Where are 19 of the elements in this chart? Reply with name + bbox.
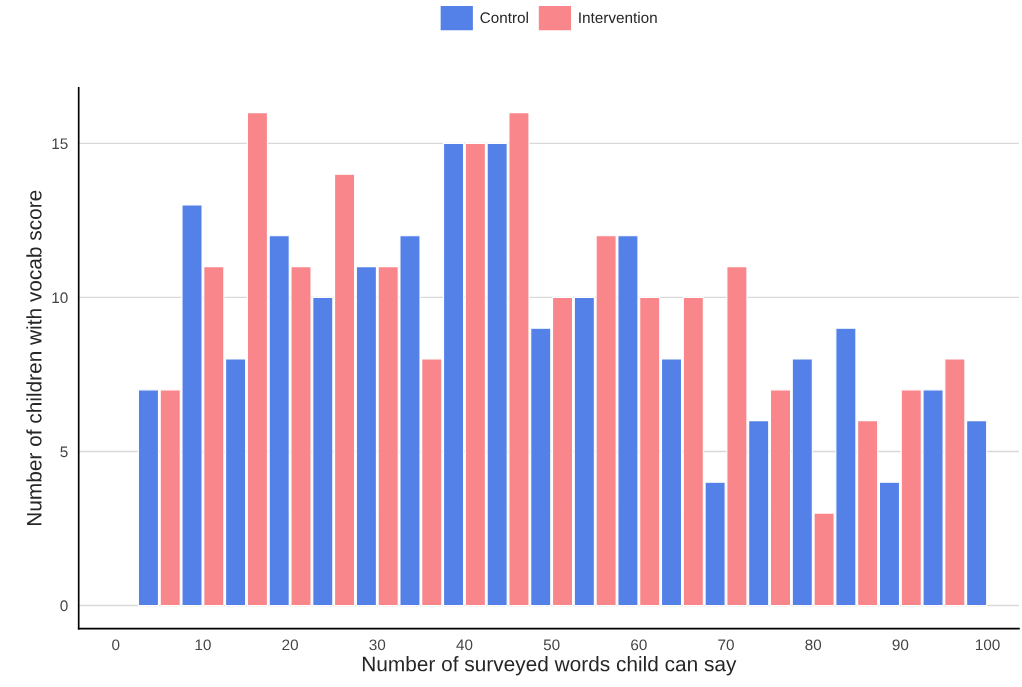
legend-label: Control (480, 11, 528, 24)
x-tick-label: 70 (718, 639, 734, 651)
x-axis-title: Number of surveyed words child can say (362, 656, 737, 676)
x-tick-label: 10 (195, 639, 211, 651)
x-tick-label: 90 (892, 639, 909, 651)
y-axis-title: Number of children with vocab score (26, 190, 42, 526)
x-tick-label: 20 (282, 639, 299, 651)
y-tick-label: 10 (52, 292, 68, 304)
x-tick-label: 50 (543, 639, 560, 651)
x-tick-label: 0 (112, 639, 120, 651)
x-tick-label: 100 (975, 639, 1000, 651)
y-tick-label: 15 (52, 138, 68, 150)
legend-label: Intervention (579, 11, 657, 24)
y-tick-label: 0 (60, 600, 68, 612)
x-tick-label: 40 (456, 639, 473, 651)
x-tick-label: 80 (805, 639, 822, 651)
x-tick-label: 60 (631, 639, 647, 651)
y-tick-label: 5 (60, 446, 68, 458)
x-tick-label: 30 (369, 639, 386, 651)
